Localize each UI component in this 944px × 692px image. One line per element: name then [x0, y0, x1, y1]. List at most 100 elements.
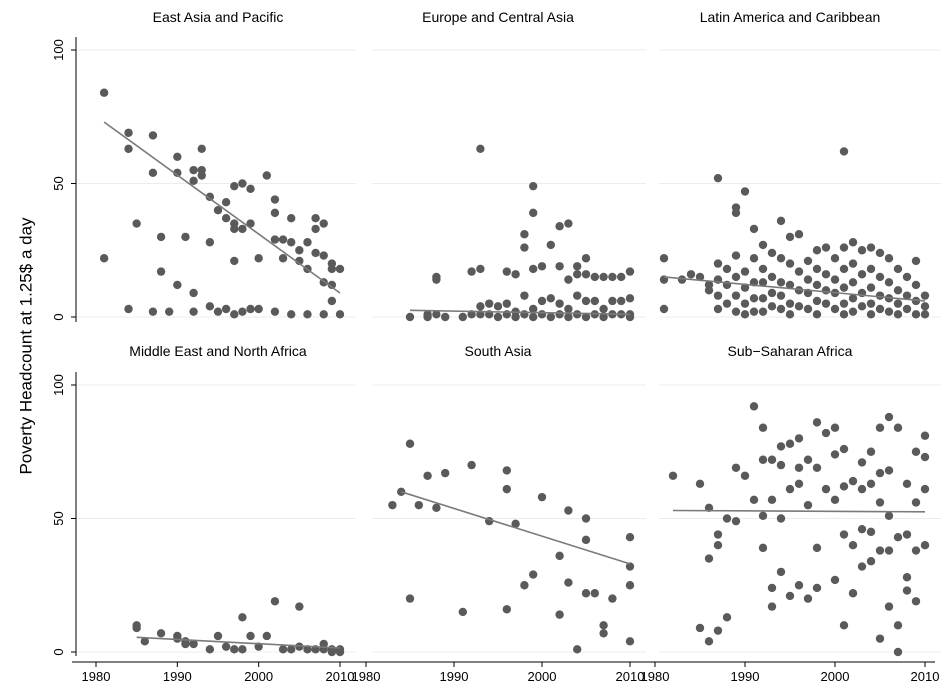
data-point: [230, 256, 239, 266]
data-point: [776, 514, 786, 523]
data-point: [581, 254, 591, 263]
data-point: [848, 278, 858, 287]
data-point: [405, 439, 415, 448]
data-point: [254, 304, 263, 314]
data-point: [467, 460, 476, 470]
data-point: [625, 267, 635, 276]
data-point: [659, 304, 669, 314]
data-point: [502, 267, 511, 276]
data-point: [335, 647, 345, 657]
data-point: [278, 254, 288, 263]
data-point: [794, 434, 804, 443]
data-point: [866, 479, 876, 488]
data-point: [659, 254, 669, 263]
data-point: [327, 296, 337, 306]
data-point: [884, 412, 894, 422]
data-point: [520, 230, 529, 239]
data-point: [866, 243, 876, 252]
data-point: [311, 224, 320, 234]
data-point: [920, 452, 930, 462]
data-point: [270, 195, 280, 204]
data-point: [731, 516, 741, 526]
data-point: [794, 581, 804, 590]
data-point: [785, 591, 795, 601]
data-point: [458, 607, 467, 617]
data-point: [529, 181, 538, 191]
data-point: [124, 304, 133, 314]
data-point: [830, 423, 840, 432]
data-point: [758, 511, 768, 521]
data-point: [893, 299, 903, 308]
data-point: [581, 589, 591, 598]
data-point: [388, 500, 397, 510]
data-point: [564, 219, 573, 228]
data-point: [758, 264, 768, 274]
data-point: [441, 312, 450, 322]
fit-line: [136, 636, 341, 649]
data-point: [173, 152, 182, 161]
data-point: [189, 176, 198, 186]
data-point: [821, 299, 831, 308]
data-point: [740, 310, 750, 319]
data-point: [839, 264, 849, 274]
data-point: [884, 466, 894, 475]
data-point: [866, 299, 876, 308]
data-point: [767, 455, 777, 464]
data-point: [767, 248, 777, 258]
data-point: [546, 312, 555, 322]
data-point: [740, 299, 750, 308]
data-point: [857, 484, 867, 494]
data-point: [830, 304, 840, 314]
data-point: [520, 243, 529, 252]
data-point: [839, 283, 849, 292]
data-point: [405, 594, 415, 603]
data-point: [821, 270, 831, 279]
y-tick-label: 100: [51, 374, 66, 396]
data-point: [767, 272, 777, 282]
panel: Latin America and Caribbean: [659, 9, 941, 319]
data-point: [555, 222, 564, 231]
data-point: [884, 254, 894, 263]
data-point: [794, 479, 804, 488]
data-point: [476, 144, 485, 153]
data-point: [839, 530, 849, 539]
x-tick-label: 1980: [641, 669, 670, 684]
data-point: [311, 214, 320, 223]
data-point: [785, 280, 795, 290]
data-point: [830, 254, 840, 263]
panel-title: South Asia: [465, 343, 532, 359]
data-point: [875, 546, 885, 555]
data-point: [731, 251, 741, 260]
data-point: [573, 270, 582, 279]
data-point: [857, 270, 867, 279]
data-point: [695, 479, 705, 488]
data-point: [555, 610, 564, 619]
data-point: [731, 307, 741, 316]
data-point: [335, 264, 345, 274]
fit-line: [400, 491, 631, 565]
data-point: [287, 310, 296, 319]
data-point: [911, 256, 921, 266]
data-point: [599, 312, 608, 322]
data-point: [213, 206, 223, 215]
data-point: [124, 144, 133, 153]
x-tick-label: 2000: [244, 669, 273, 684]
data-point: [794, 302, 804, 311]
data-point: [520, 310, 529, 319]
data-point: [848, 238, 858, 247]
data-point: [537, 310, 547, 319]
data-point: [776, 216, 786, 226]
data-point: [502, 299, 511, 308]
data-point: [830, 450, 840, 459]
data-point: [785, 232, 795, 242]
data-point: [476, 264, 485, 274]
data-point: [132, 219, 141, 228]
data-point: [884, 546, 894, 555]
data-point: [911, 597, 921, 606]
data-point: [278, 235, 288, 244]
data-point: [254, 254, 263, 263]
data-point: [875, 423, 885, 432]
data-point: [785, 484, 795, 494]
data-point: [246, 631, 255, 641]
data-point: [599, 621, 608, 630]
